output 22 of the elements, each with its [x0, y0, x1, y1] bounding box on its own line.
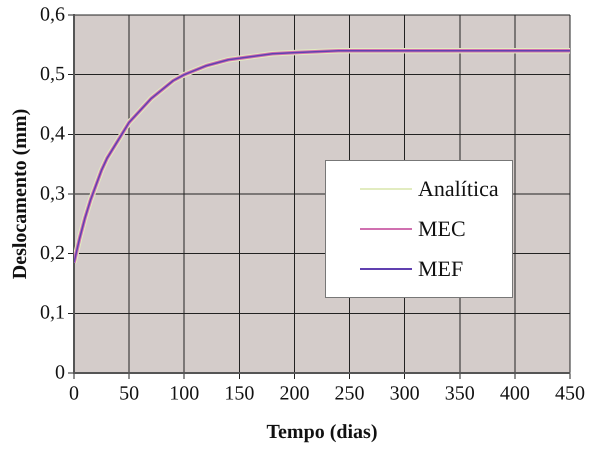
x-tick-label: 450	[555, 382, 585, 404]
x-tick-label: 0	[69, 382, 79, 404]
y-tick-label: 0	[55, 361, 65, 384]
x-tick-label: 50	[119, 382, 140, 404]
y-tick-label: 0,6	[40, 3, 65, 26]
x-tick-label: 300	[390, 382, 420, 404]
x-tick-label: 200	[279, 382, 310, 404]
legend-label: Analítica	[418, 176, 499, 202]
x-tick-label: 350	[444, 382, 475, 404]
x-tick-label: 100	[169, 382, 200, 404]
legend-label: MEC	[418, 216, 466, 242]
y-axis-title: Deslocamento (mm)	[9, 108, 32, 280]
x-tick-label: 400	[500, 382, 530, 404]
y-tick-label: 0,1	[40, 302, 65, 324]
y-tick-label: 0,3	[40, 182, 65, 204]
legend-label: MEF	[418, 256, 464, 282]
x-tick-label: 150	[224, 382, 254, 404]
y-tick-label: 0,4	[40, 122, 65, 145]
y-tick-label: 0,2	[40, 242, 65, 264]
y-tick-label: 0,5	[40, 62, 65, 85]
x-axis-title: Tempo (dias)	[266, 421, 378, 444]
x-tick-label: 250	[334, 382, 365, 404]
